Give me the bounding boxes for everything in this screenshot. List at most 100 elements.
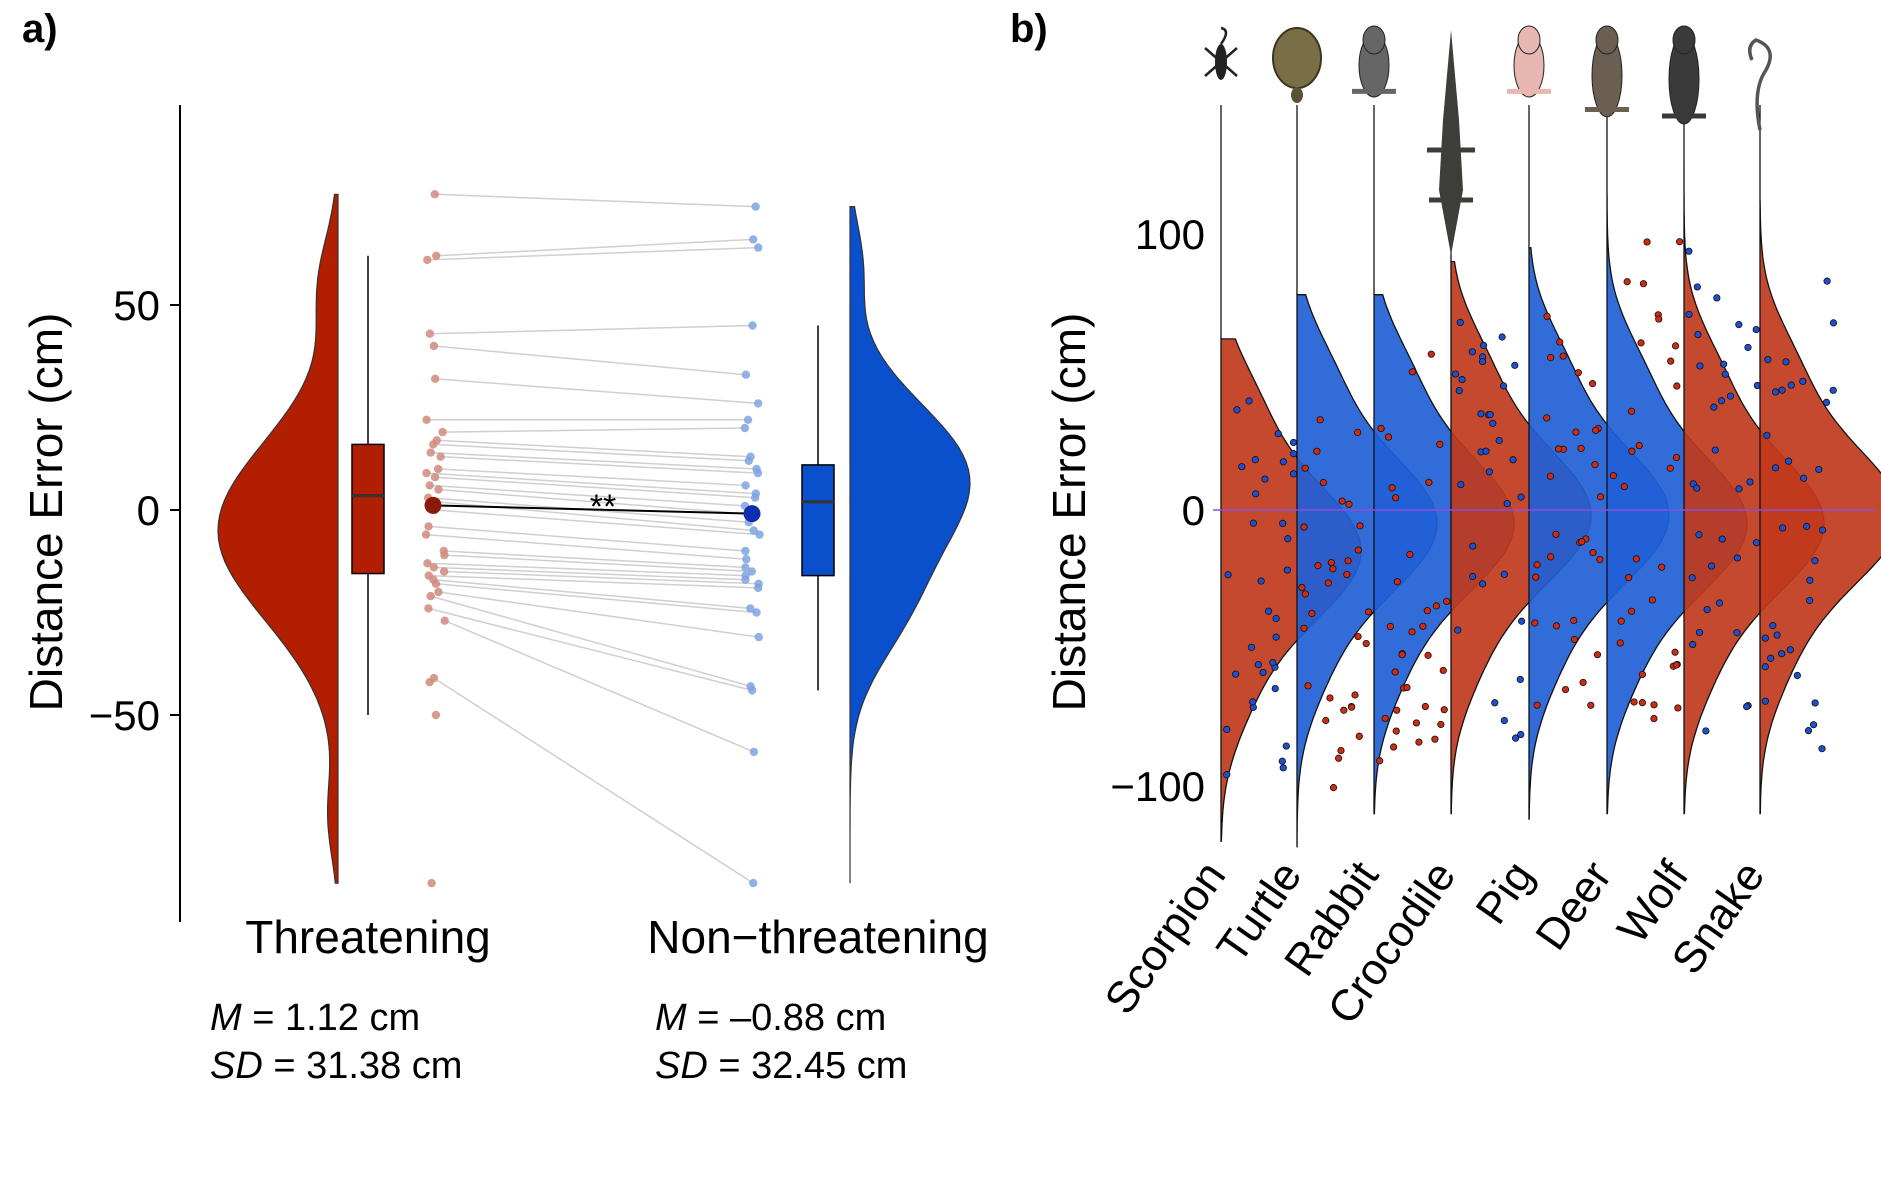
non-threatening-mean-point (743, 505, 761, 523)
violin-data-point (1815, 465, 1823, 474)
violin-data-point (1384, 433, 1393, 441)
violin-data-point (1818, 526, 1827, 534)
violin-data-point (1301, 464, 1309, 472)
animal-head (1672, 25, 1696, 55)
violin-data-point (1746, 478, 1754, 486)
violin-data-point (1655, 315, 1663, 323)
violin-data-point (1509, 456, 1517, 464)
panel-label-a: a) (22, 7, 58, 51)
violin-data-point (1702, 727, 1710, 735)
violin-data-point (1717, 397, 1726, 405)
violin-data-point (1829, 386, 1837, 394)
violin-data-point (1658, 563, 1666, 571)
violin-data-point (1391, 668, 1399, 676)
non-threatening-data-point (741, 575, 750, 584)
violin-data-point (1579, 678, 1587, 687)
rabbit-icon (1352, 25, 1396, 98)
paired-line (433, 677, 754, 884)
violin-data-point (1437, 720, 1445, 729)
violin-data-point (1556, 338, 1564, 346)
violin-data-point (1782, 358, 1790, 366)
non-threatening-data-point (753, 399, 763, 408)
violin-data-point (1304, 682, 1312, 690)
threatening-data-point (425, 678, 434, 687)
panel-label-b: b) (1010, 7, 1048, 51)
violin-data-point (1479, 580, 1487, 588)
violin-data-point (1693, 283, 1701, 291)
violin-data-point (1707, 562, 1716, 570)
violin-data-point (1345, 500, 1353, 508)
violin-data-point (1533, 701, 1541, 709)
non-threatening-data-point (749, 878, 758, 888)
violin-data-point (1289, 470, 1298, 478)
threatening-mean-value: = 1.12 cm (242, 997, 420, 1039)
panel-b-y-tick-label: 0 (1182, 487, 1205, 534)
violin-data-point (1632, 555, 1640, 563)
paired-line (427, 246, 759, 261)
violin-data-point (1451, 370, 1460, 378)
violin-data-point (1340, 706, 1348, 714)
threatening-sd-value: = 31.38 cm (263, 1045, 463, 1087)
violin-data-point (1257, 577, 1265, 585)
panel-a-y-tick-label: −50 (89, 692, 160, 739)
paired-line (428, 607, 753, 692)
violin-data-point (1593, 651, 1602, 659)
threatening-data-point (430, 190, 440, 199)
violin-data-point (1561, 685, 1570, 694)
violin-data-point (1721, 370, 1729, 378)
paired-line (429, 484, 746, 507)
violin-data-point (1326, 694, 1334, 702)
violin-data-point (1671, 648, 1679, 656)
violin-data-point (1354, 428, 1362, 436)
turtle-shell (1272, 27, 1322, 89)
violin-data-point (1498, 333, 1506, 341)
violin-data-point (1587, 701, 1595, 709)
violin-data-point (1784, 457, 1793, 465)
paired-line (433, 345, 746, 376)
violin-data-point (1432, 602, 1440, 610)
violin-data-point (1650, 701, 1658, 709)
violin-data-point (1272, 633, 1280, 641)
violin-data-point (1322, 716, 1330, 725)
category-label-pig: Pig (1467, 853, 1544, 933)
violin-data-point (1424, 651, 1432, 659)
violin-data-point (1630, 698, 1638, 706)
violin-data-point (1710, 403, 1718, 411)
violin-data-point (1517, 493, 1525, 501)
panel-a-y-tick-label: 50 (113, 282, 160, 329)
paired-line (430, 451, 757, 470)
violin-data-point (1800, 474, 1808, 482)
violin-data-point (1284, 535, 1292, 543)
violin-data-point (1693, 484, 1701, 492)
violin-data-point (1688, 574, 1696, 582)
violin-data-point (1648, 596, 1656, 604)
paired-line (438, 591, 759, 638)
violin-data-point (1454, 626, 1462, 634)
non-threatening-data-point (751, 202, 760, 211)
violin-data-point (1763, 431, 1771, 439)
violin-data-point (1390, 743, 1398, 751)
violin-data-point (1500, 716, 1508, 725)
violin-data-point (1381, 714, 1389, 723)
violin-data-point (1671, 342, 1680, 350)
non-threatening-data-point (754, 632, 763, 642)
violin-data-point (1512, 734, 1520, 742)
violin-data-point (1744, 343, 1752, 352)
non-threatening-mean-value: = –0.88 cm (687, 997, 887, 1039)
category-label-deer: Deer (1526, 853, 1621, 959)
violin-data-point (1478, 357, 1487, 366)
violin-data-point (1752, 325, 1760, 334)
violin-data-point (1489, 419, 1497, 427)
paired-line (434, 193, 756, 208)
non-threatening-data-point (755, 530, 764, 539)
violin-data-point (1570, 616, 1578, 625)
non-threatening-data-point (753, 583, 763, 593)
violin-data-point (1588, 380, 1597, 388)
violin-data-point (1279, 519, 1287, 528)
violin-data-point (1329, 784, 1338, 792)
non-threatening-category-label: Non−threatening (647, 911, 988, 963)
violin-data-point (1421, 702, 1429, 711)
violin-data-point (1809, 721, 1818, 729)
violin-data-point (1625, 574, 1633, 582)
threatening-data-point (421, 530, 431, 539)
